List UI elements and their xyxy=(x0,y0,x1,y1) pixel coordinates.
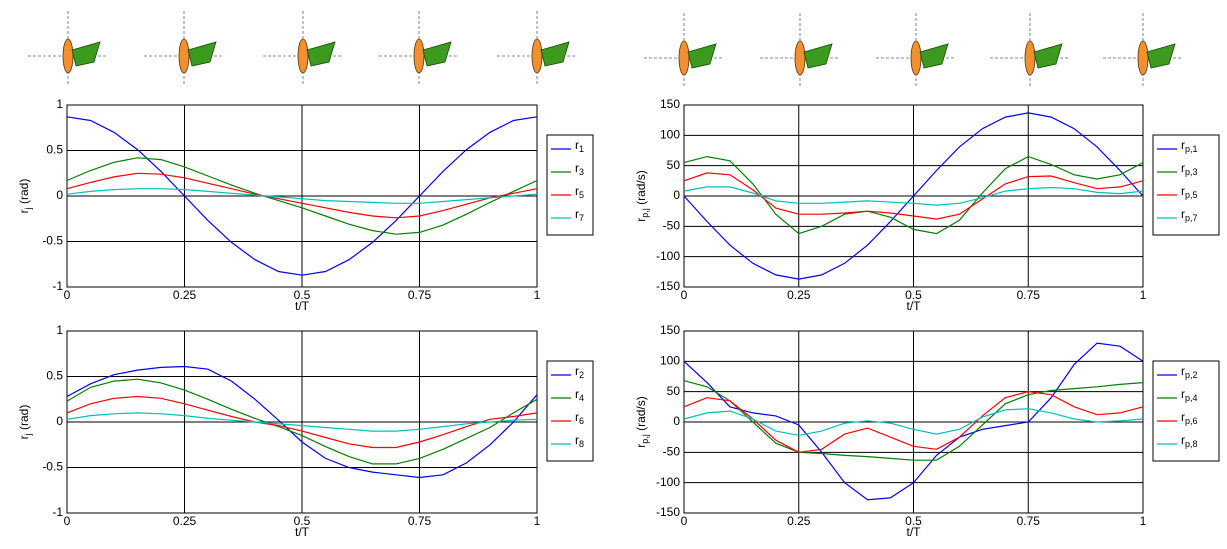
legend-box xyxy=(546,134,594,236)
subplot: 0 0.25 0.5 0.75 1-1-0.500.51t/Trj (rad)r2r4r… xyxy=(17,323,594,539)
x-tick-label: 0.25 xyxy=(173,514,197,528)
legend-label: r2 xyxy=(575,364,584,380)
x-tick-label: 0.75 xyxy=(408,288,432,302)
x-tick-label: 0.25 xyxy=(173,288,197,302)
subplot: 0 0.25 0.5 0.75 1 -150 -100 -50 0 50 100 150 t/T rp,j… xyxy=(634,323,1220,539)
y-tick-label: 1 xyxy=(56,97,63,111)
x-tick-label: 0.75 xyxy=(1017,514,1041,528)
legend-label: r1 xyxy=(575,138,584,154)
legend-label: rp,4 xyxy=(1181,387,1198,403)
legend-label: rp,7 xyxy=(1181,207,1198,223)
legend-label: r4 xyxy=(575,387,584,403)
y-tick-label: 100 xyxy=(660,354,680,368)
y-tick-label: 0.5 xyxy=(46,143,63,157)
series-line xyxy=(683,380,1144,461)
legend-label: r7 xyxy=(575,207,584,223)
x-tick-label: 0.25 xyxy=(787,288,811,302)
series-line xyxy=(66,378,538,465)
series-line xyxy=(683,408,1144,436)
series-line xyxy=(66,172,538,219)
series-line xyxy=(683,112,1144,280)
y-tick-label: -0.5 xyxy=(42,460,63,474)
legend: rp,2 rp,4 rp,6 rp,8 xyxy=(1152,360,1220,462)
y-axis-label: rj (rad) xyxy=(17,405,33,440)
x-tick-label: 0.5 xyxy=(294,288,311,302)
x-tick-label: 0.25 xyxy=(787,514,811,528)
y-tick-label: -0.5 xyxy=(42,234,63,248)
series-line xyxy=(66,116,538,276)
series-line xyxy=(66,365,538,479)
subplot: 0 0.25 0.5 0.75 1-1-0.500.51t/Trj (rad)r1r3r… xyxy=(17,97,594,313)
x-tick-label: 0.75 xyxy=(1017,288,1041,302)
legend-label: r8 xyxy=(575,433,584,449)
y-tick-label: -1 xyxy=(52,279,63,293)
y-tick-label: 0 xyxy=(673,414,680,428)
x-axis-label: t/T xyxy=(295,525,310,539)
x-tick-label: 1 xyxy=(534,514,541,528)
x-tick-label: 1 xyxy=(1140,288,1147,302)
y-tick-label: 1 xyxy=(56,323,63,337)
legend-label: rp,6 xyxy=(1181,410,1198,426)
y-axis-label: rp,j (rad/s) xyxy=(634,396,650,448)
x-tick-label: 1 xyxy=(534,288,541,302)
x-axis-label: t/T xyxy=(295,299,310,313)
series-line xyxy=(66,188,538,204)
y-tick-label: -50 xyxy=(663,445,681,459)
series-line xyxy=(66,412,538,432)
x-tick-label: 1 xyxy=(1140,514,1147,528)
y-tick-label: -100 xyxy=(656,249,680,263)
x-tick-label: 0 xyxy=(64,288,71,302)
legend-label: rp,3 xyxy=(1181,161,1198,177)
y-tick-label: -100 xyxy=(656,475,680,489)
series-line xyxy=(683,186,1144,206)
legend: rp,1 rp,3 rp,5 rp,7 xyxy=(1152,134,1220,236)
y-tick-label: 0 xyxy=(56,188,63,202)
y-tick-label: 0 xyxy=(56,414,63,428)
legend-label: rp,2 xyxy=(1181,364,1198,380)
series-line xyxy=(66,157,538,235)
y-tick-label: -150 xyxy=(656,505,680,519)
series-line xyxy=(683,342,1144,501)
x-tick-label: 0.75 xyxy=(408,514,432,528)
legend-label: r3 xyxy=(575,161,584,177)
wing-icons xyxy=(27,10,1184,89)
legend-box xyxy=(546,360,594,462)
x-tick-label: 0.5 xyxy=(905,288,922,302)
y-tick-label: -150 xyxy=(656,279,680,293)
y-tick-label: 100 xyxy=(660,128,680,142)
legend-label: r6 xyxy=(575,410,584,426)
legend-label: r5 xyxy=(575,184,584,200)
x-tick-label: 0 xyxy=(681,514,688,528)
x-axis-label: t/T xyxy=(907,525,922,539)
legend-label: rp,5 xyxy=(1181,184,1198,200)
legend: r1 r3 r5 r7 xyxy=(546,134,594,236)
legend: r2 r4 r6 r8 xyxy=(546,360,594,462)
y-axis-label: rp,j (rad/s) xyxy=(634,170,650,222)
y-axis-label: rj (rad) xyxy=(17,179,33,214)
legend-label: rp,1 xyxy=(1181,138,1198,154)
y-tick-label: 0 xyxy=(673,188,680,202)
y-tick-label: 50 xyxy=(667,158,681,172)
x-axis-label: t/T xyxy=(907,299,922,313)
series-line xyxy=(683,155,1144,235)
x-tick-label: 0 xyxy=(681,288,688,302)
y-tick-label: -50 xyxy=(663,219,681,233)
y-tick-label: 0.5 xyxy=(46,369,63,383)
series-line xyxy=(66,395,538,449)
y-tick-label: 150 xyxy=(660,323,680,337)
x-tick-label: 0 xyxy=(64,514,71,528)
subplot: 0 0.25 0.5 0.75 1 -150 -100 -50 0 50 100 150 t/T rp,j… xyxy=(634,97,1220,313)
y-tick-label: -1 xyxy=(52,505,63,519)
legend-label: rp,8 xyxy=(1181,433,1198,449)
series-line xyxy=(683,391,1144,453)
x-tick-label: 0.5 xyxy=(905,514,922,528)
x-tick-label: 0.5 xyxy=(294,514,311,528)
y-tick-label: 150 xyxy=(660,97,680,111)
y-tick-label: 50 xyxy=(667,384,681,398)
